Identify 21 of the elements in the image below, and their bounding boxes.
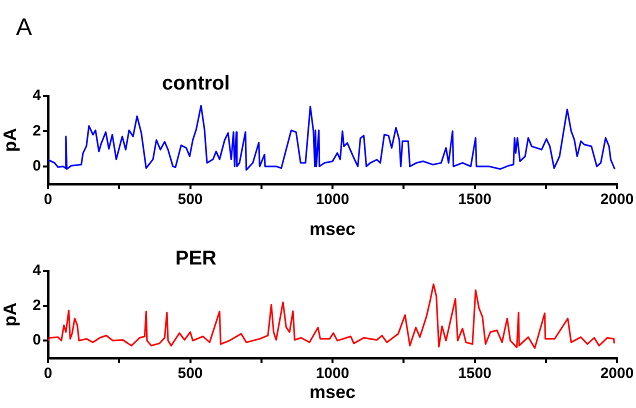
y-tick-label: 4	[32, 87, 42, 104]
x-tick-label: 1000	[316, 191, 350, 208]
x-axis-title: msec	[309, 219, 356, 240]
chart-title: PER	[175, 248, 218, 270]
chart-title: control	[162, 72, 230, 95]
x-tick-label: 500	[178, 365, 203, 382]
y-axis-title: pA	[0, 302, 20, 326]
x-tick-label: 2000	[600, 191, 634, 208]
x-tick-label: 1500	[458, 365, 492, 382]
y-tick-label: 0	[32, 158, 41, 175]
text: A	[16, 14, 32, 42]
y-tick-label: 4	[32, 262, 42, 280]
y-tick-label: 0	[32, 332, 41, 349]
x-tick-label: 1500	[458, 191, 492, 208]
x-tick-label: 2000	[600, 365, 634, 382]
y-tick-label: 2	[32, 296, 41, 314]
y-tick-label: 2	[32, 122, 41, 140]
y-axis-title: pA	[0, 128, 20, 152]
x-axis-title: msec	[309, 382, 356, 402]
x-tick-label: 500	[178, 191, 203, 208]
x-tick-label: 1000	[316, 365, 350, 382]
